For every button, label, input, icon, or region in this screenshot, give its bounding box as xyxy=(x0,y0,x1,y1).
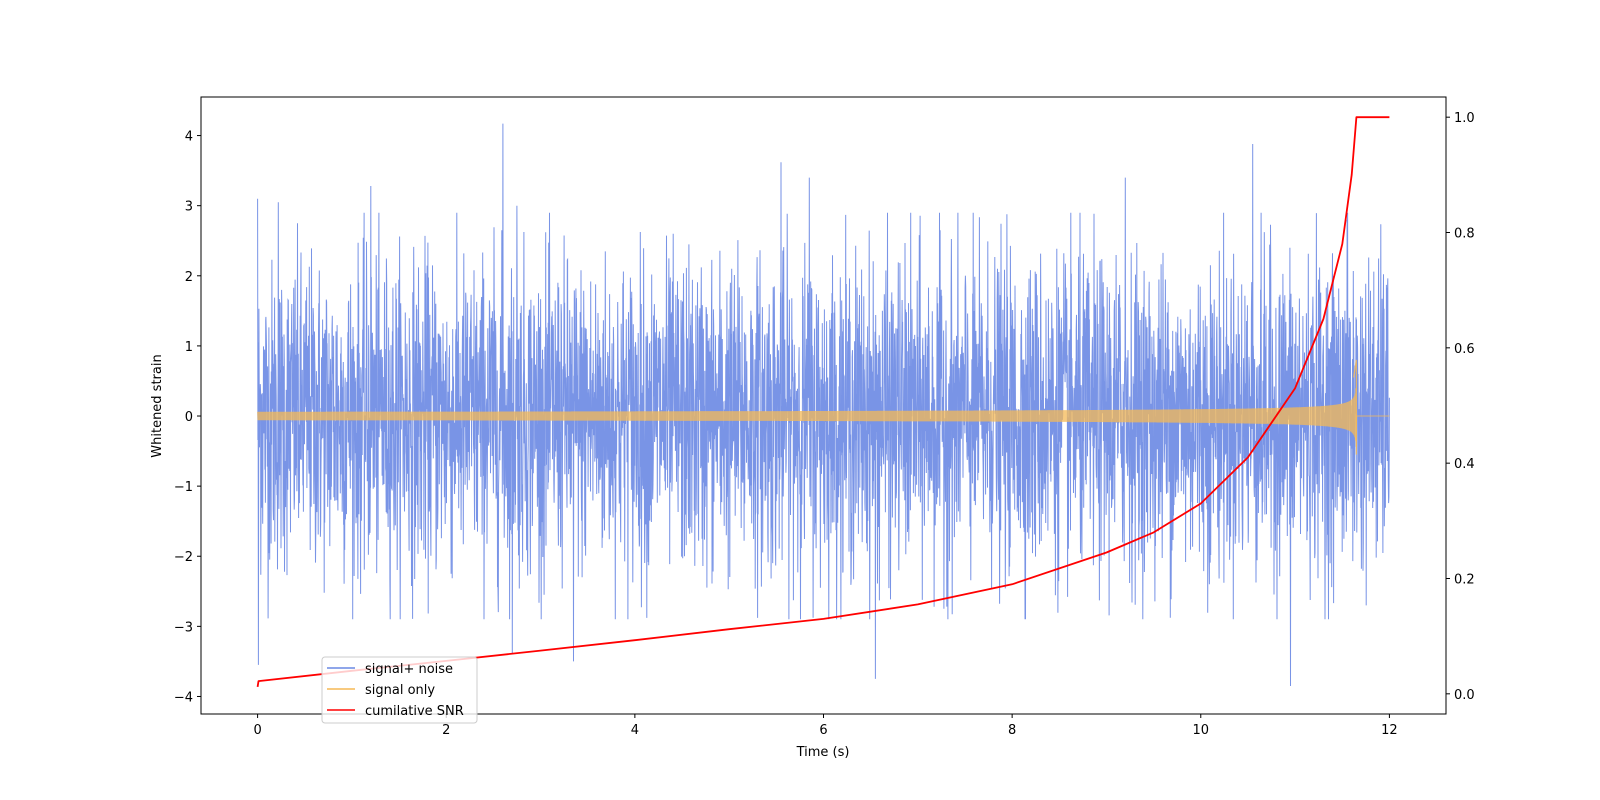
series-layer xyxy=(256,116,1390,688)
y-left-tick-label: −3 xyxy=(174,620,193,635)
x-tick-label: 4 xyxy=(631,723,639,738)
y-right-tick-label: 0.8 xyxy=(1454,227,1475,242)
x-axis-label: Time (s) xyxy=(796,745,850,760)
x-tick-label: 6 xyxy=(819,723,827,738)
series-signal-only-line xyxy=(257,388,1390,447)
y-axis-right: 0.0 0.2 0.4 0.6 0.8 1.0 xyxy=(1446,111,1475,703)
y-left-tick-label: −4 xyxy=(174,690,193,705)
x-tick-label: 0 xyxy=(253,723,261,738)
legend-label-signal-only: signal only xyxy=(365,683,435,698)
legend-label-cumulative-snr: cumilative SNR xyxy=(365,704,464,719)
x-tick-label: 12 xyxy=(1381,723,1398,738)
y-left-tick-label: 3 xyxy=(185,200,193,215)
y-left-tick-label: −2 xyxy=(174,550,193,565)
y-right-tick-label: 0.4 xyxy=(1454,457,1475,472)
series-signal-only-peak xyxy=(1353,359,1357,455)
y-left-tick-label: 1 xyxy=(185,340,193,355)
series-signal-noise-line xyxy=(257,123,1390,687)
y-left-tick-label: 0 xyxy=(185,410,193,425)
y-axis-left: −4 −3 −2 −1 0 1 2 3 4 xyxy=(174,130,201,705)
y-left-tick-label: −1 xyxy=(174,480,193,495)
y-axis-label: Whitened strain xyxy=(150,354,165,457)
y-right-tick-label: 1.0 xyxy=(1454,111,1475,126)
legend-box xyxy=(321,656,478,724)
x-tick-label: 10 xyxy=(1192,723,1209,738)
y-right-tick-label: 0.6 xyxy=(1454,342,1475,357)
x-tick-label: 8 xyxy=(1008,723,1016,738)
y-left-tick-label: 4 xyxy=(185,130,193,145)
legend-label-signal-noise: signal+ noise xyxy=(365,662,453,677)
y-right-tick-label: 0.2 xyxy=(1454,572,1475,587)
y-right-tick-label: 0.0 xyxy=(1454,688,1475,703)
x-axis: 0 2 4 6 8 10 12 xyxy=(253,714,1398,738)
legend: signal+ noise signal only cumilative SNR xyxy=(321,656,478,724)
y-left-tick-label: 2 xyxy=(185,270,193,285)
x-tick-label: 2 xyxy=(442,723,450,738)
